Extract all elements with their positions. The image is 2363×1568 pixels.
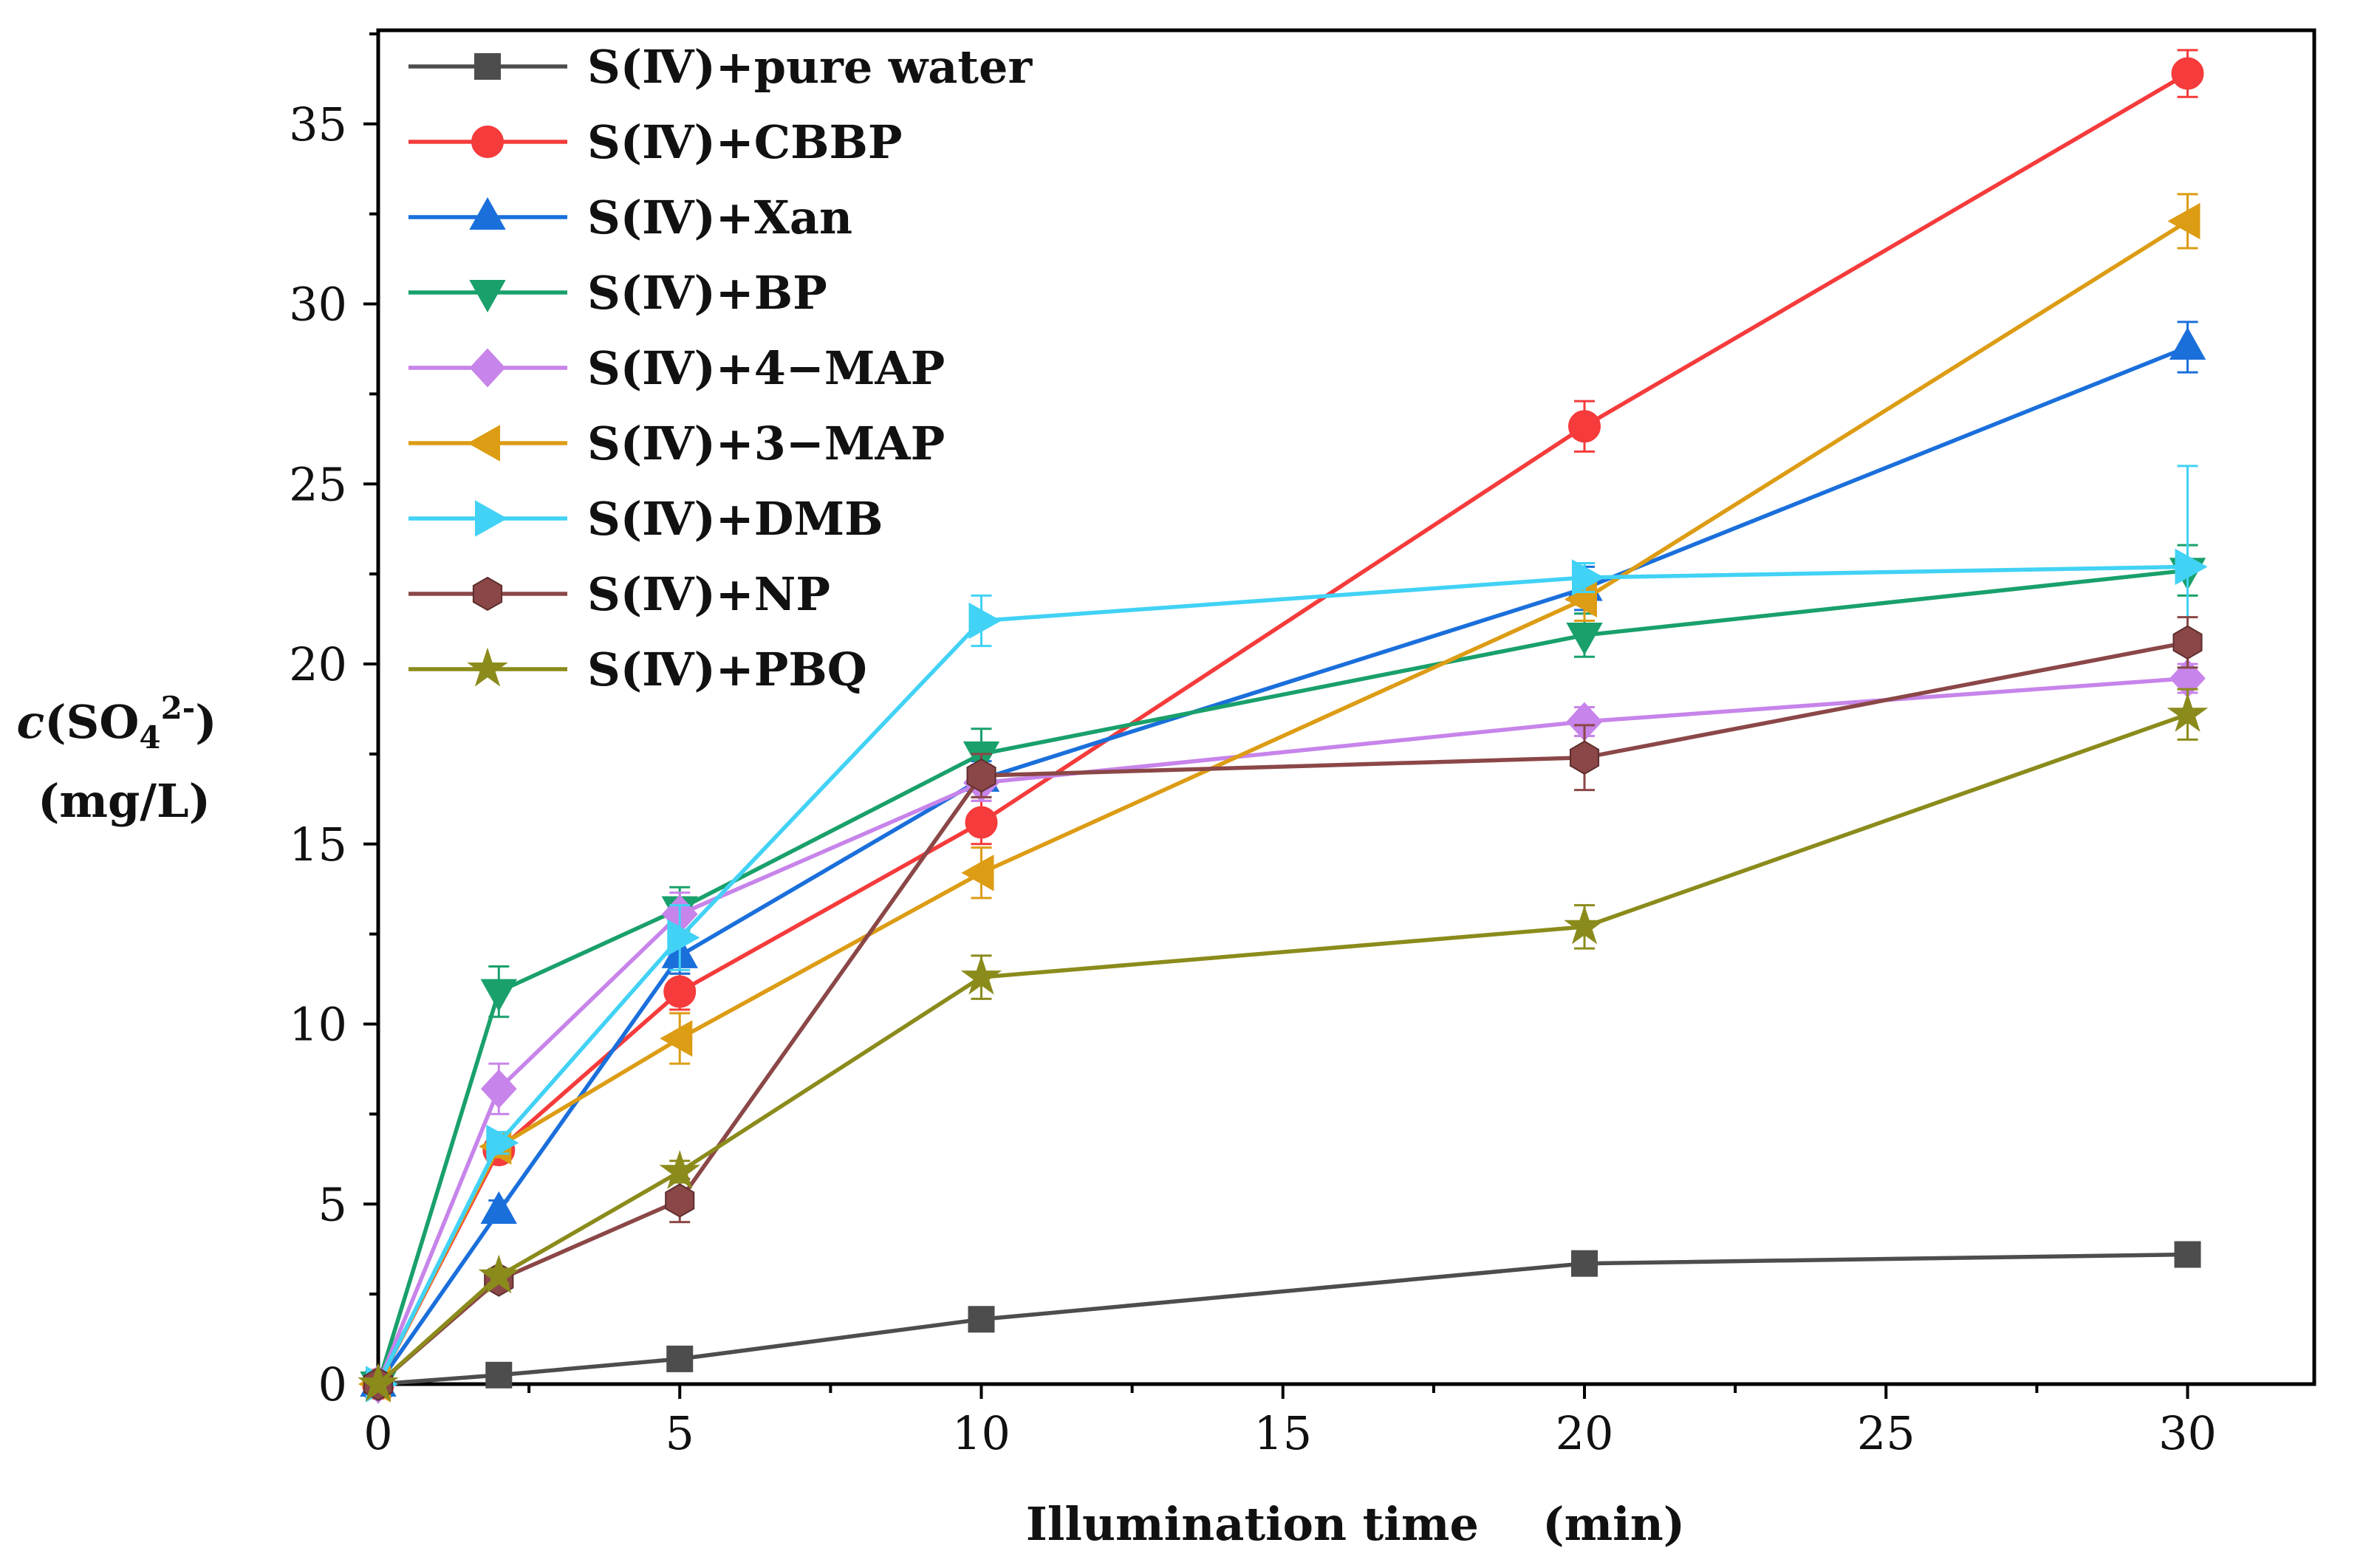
y-label-subscript: 4: [139, 719, 160, 756]
y-label-close: ): [195, 695, 216, 749]
series-pbq: [358, 688, 2209, 1402]
y-label-species: (SO: [44, 695, 139, 749]
data-point: [485, 1361, 513, 1389]
data-point: [480, 1191, 518, 1224]
data-point: [968, 602, 1002, 640]
legend-marker: [474, 53, 501, 80]
series-line: [377, 640, 2189, 1386]
data-point: [966, 758, 996, 793]
data-point: [667, 919, 700, 956]
y-label-superscript: 2-: [161, 690, 196, 726]
data-point: [480, 1069, 517, 1109]
series-pure-water: [365, 1241, 2201, 1397]
series-layer: [358, 49, 2209, 1405]
legend-label: S(Ⅳ)+BP: [587, 266, 827, 320]
data-point: [1564, 581, 1597, 618]
data-point: [961, 855, 994, 891]
data-point: [960, 955, 1002, 995]
legend-label: S(Ⅳ)+NP: [587, 567, 830, 621]
x-tick-label: 30: [2158, 1406, 2217, 1460]
legend-marker: [469, 348, 506, 388]
legend-label: S(Ⅳ)+PBQ: [587, 643, 867, 696]
x-tick-label: 20: [1556, 1406, 1614, 1460]
legend-marker: [467, 647, 508, 687]
data-point: [2174, 1241, 2201, 1268]
data-point: [486, 1124, 519, 1162]
legend-item: S(Ⅳ)+DMB: [408, 492, 883, 546]
y-tick-label: 5: [318, 1177, 347, 1231]
x-tick-label: 15: [1254, 1406, 1312, 1460]
data-point: [2167, 693, 2209, 732]
data-point: [2167, 202, 2200, 240]
legend-item: S(Ⅳ)+NP: [408, 567, 830, 621]
legend-marker: [472, 576, 503, 612]
legend-marker: [475, 500, 508, 537]
legend-label: S(Ⅳ)+DMB: [587, 492, 883, 546]
data-point: [478, 1254, 520, 1294]
legend-label: S(Ⅳ)+Xan: [587, 191, 852, 244]
legend-label: S(Ⅳ)+4−MAP: [587, 341, 945, 395]
data-point: [665, 1183, 695, 1218]
y-tick-label: 25: [289, 457, 347, 511]
data-point: [2175, 548, 2208, 586]
series-xan: [360, 321, 2206, 1397]
x-tick-label: 10: [952, 1406, 1010, 1460]
series-line: [376, 219, 2189, 1386]
legend: S(Ⅳ)+pure water S(Ⅳ)+CBBP S(Ⅳ)+Xan S(Ⅳ)+BP S…: [408, 40, 1033, 696]
y-label-symbol: c: [16, 695, 44, 749]
series-line: [377, 1252, 2188, 1386]
data-point: [480, 979, 518, 1012]
data-point: [663, 975, 697, 1008]
series-line: [377, 712, 2189, 1386]
legend-marker: [471, 126, 504, 158]
y-axis-unit: (mg/L): [38, 774, 211, 828]
series-line: [376, 568, 2188, 1385]
x-tick-label: 25: [1857, 1406, 1915, 1460]
y-axis-label: c(SO42-): [16, 690, 216, 756]
data-point: [358, 1362, 399, 1402]
legend-item: S(Ⅳ)+pure water: [408, 40, 1033, 94]
data-point: [1572, 559, 1605, 596]
legend-item: S(Ⅳ)+3−MAP: [408, 417, 945, 470]
y-tick-label: 15: [289, 818, 347, 872]
series-line: [376, 676, 2188, 1386]
x-tick-label: 0: [363, 1406, 392, 1460]
data-point: [968, 1306, 995, 1333]
y-tick-label: 0: [318, 1358, 347, 1411]
legend-item: S(Ⅳ)+CBBP: [408, 115, 903, 169]
legend-label: S(Ⅳ)+CBBP: [587, 115, 903, 169]
x-axis-label: Illumination time (min): [1026, 1497, 1685, 1551]
data-point: [1568, 410, 1601, 443]
legend-item: S(Ⅳ)+PBQ: [408, 643, 867, 696]
data-point: [965, 806, 998, 839]
legend-item: S(Ⅳ)+BP: [408, 266, 827, 320]
legend-item: S(Ⅳ)+4−MAP: [408, 341, 945, 395]
data-point: [666, 1345, 694, 1372]
legend-label: S(Ⅳ)+pure water: [587, 40, 1033, 94]
series-line: [376, 564, 2188, 1386]
data-point: [659, 1150, 701, 1189]
y-tick-label: 10: [289, 998, 347, 1052]
legend-item: S(Ⅳ)+Xan: [408, 191, 852, 244]
data-point: [2169, 326, 2206, 360]
y-tick-label: 20: [289, 637, 347, 691]
legend-marker: [469, 196, 506, 230]
data-point: [1566, 623, 1603, 656]
data-point: [660, 1020, 693, 1057]
data-point: [2171, 57, 2204, 90]
series-line: [376, 345, 2189, 1386]
legend-label: S(Ⅳ)+3−MAP: [587, 417, 945, 470]
legend-marker: [469, 280, 506, 313]
x-tick-label: 5: [666, 1406, 694, 1460]
legend-marker: [467, 425, 500, 462]
data-point: [1564, 905, 1605, 945]
data-point: [1570, 740, 1600, 775]
y-tick-label: 30: [289, 278, 347, 332]
y-tick-label: 35: [289, 97, 347, 151]
data-point: [2172, 625, 2203, 660]
plot-frame: [376, 28, 2316, 1386]
data-point: [1571, 1250, 1598, 1277]
axes: 0 5 10 15 20 25 30 0 5 10 15 20 25 30 35: [289, 28, 2316, 1460]
